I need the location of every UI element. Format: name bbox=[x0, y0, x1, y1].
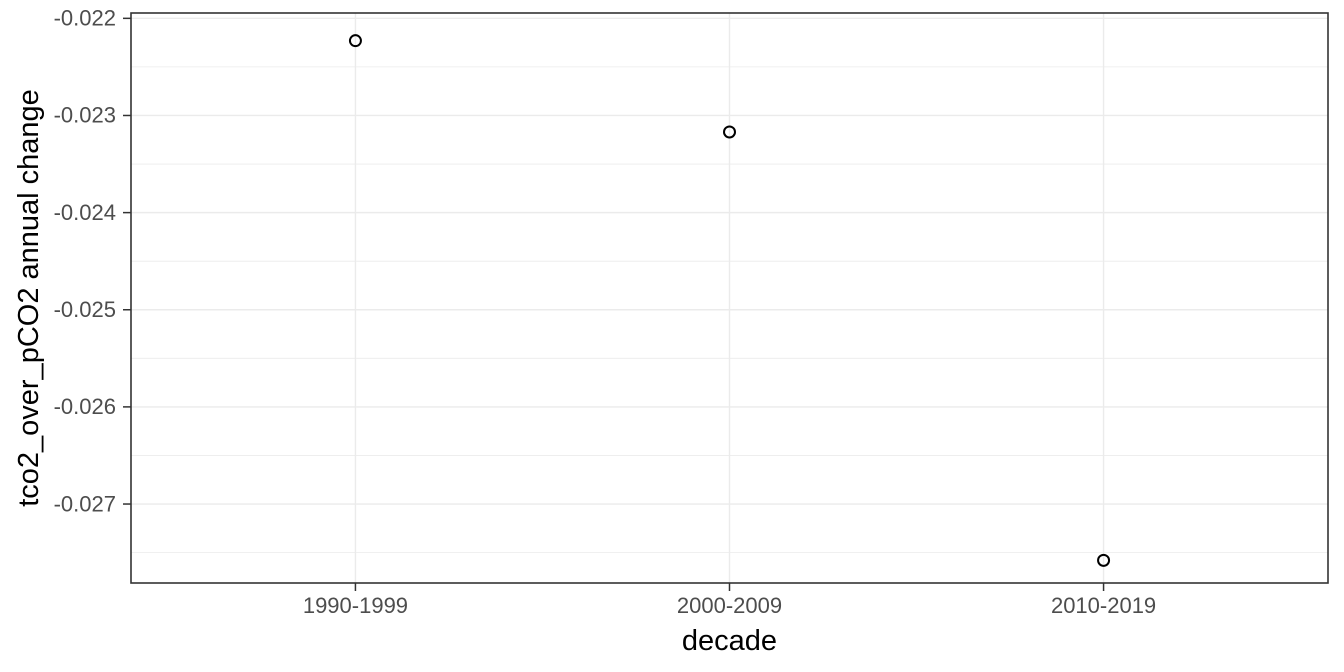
data-point bbox=[1097, 553, 1111, 567]
y-axis-title: tco2_over_pCO2 annual change bbox=[13, 89, 45, 507]
axis-tick-marks bbox=[123, 17, 1105, 591]
y-tick-label: -0.024 bbox=[54, 200, 116, 225]
y-tick-label: -0.026 bbox=[54, 394, 116, 419]
y-tick-label: -0.023 bbox=[54, 103, 116, 128]
y-tick-label: -0.022 bbox=[54, 6, 116, 31]
x-tick-label: 2010-2019 bbox=[1051, 593, 1156, 618]
data-point bbox=[348, 34, 362, 48]
gridlines bbox=[131, 13, 1328, 583]
x-axis-title: decade bbox=[682, 625, 777, 657]
axis-tick-labels: -0.022 -0.023 -0.024 -0.025 -0.026 -0.027 1990… bbox=[54, 6, 1157, 618]
x-tick-label: 1990-1999 bbox=[303, 593, 408, 618]
y-tick-label: -0.027 bbox=[54, 491, 116, 516]
x-tick-label: 2000-2009 bbox=[677, 593, 782, 618]
data-point bbox=[723, 125, 736, 139]
y-tick-label: -0.025 bbox=[54, 297, 116, 322]
data-points bbox=[348, 34, 1111, 567]
